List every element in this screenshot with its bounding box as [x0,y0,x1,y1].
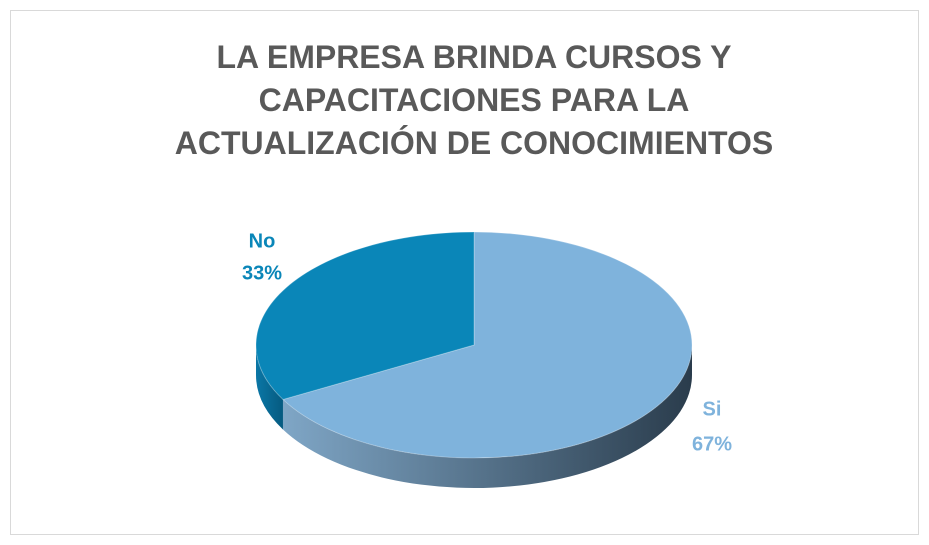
pie-slice [255,231,475,400]
slice-value-label: 67% [692,433,732,455]
chart-frame [10,10,919,535]
slice-label: No [249,230,276,252]
pie-slice-side [256,345,283,430]
slice-label: Si [703,398,722,420]
chart-title: LA EMPRESA BRINDA CURSOS Y CAPACITACIONE… [174,39,774,161]
pie-slice-side [282,345,692,488]
pie-slice [281,231,693,459]
slice-value-label: 33% [242,262,282,284]
